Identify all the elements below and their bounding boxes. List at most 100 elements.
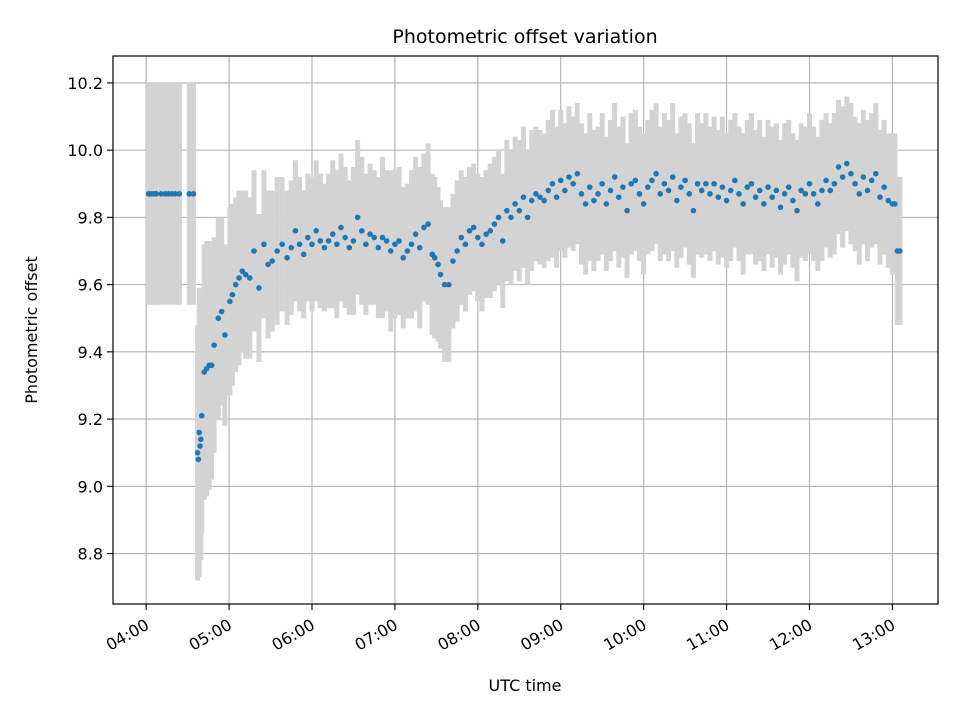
data-point — [578, 191, 585, 197]
data-point — [657, 191, 664, 197]
data-point — [748, 180, 755, 187]
data-point — [649, 177, 655, 184]
data-point — [227, 298, 233, 305]
data-point — [698, 187, 705, 194]
data-point — [450, 258, 456, 264]
data-point — [194, 449, 201, 456]
data-point — [296, 241, 303, 248]
data-point — [553, 194, 560, 201]
data-point — [740, 201, 746, 207]
data-point — [305, 234, 311, 241]
x-axis-title: UTC time — [489, 676, 562, 695]
data-point — [586, 184, 593, 190]
data-points — [145, 160, 903, 463]
data-point — [387, 248, 394, 254]
data-point — [814, 201, 821, 207]
data-point — [591, 197, 597, 204]
data-point — [367, 231, 373, 237]
data-point — [354, 214, 361, 221]
data-point — [342, 234, 348, 241]
data-point — [785, 184, 792, 190]
data-point — [325, 238, 332, 244]
data-point — [727, 187, 734, 194]
data-point — [545, 187, 552, 194]
data-point — [274, 248, 280, 254]
data-point — [877, 194, 883, 201]
data-point — [864, 187, 871, 194]
data-point — [549, 180, 556, 187]
data-point — [198, 436, 204, 443]
data-point — [897, 248, 903, 254]
data-point — [363, 241, 369, 248]
data-point — [309, 241, 315, 248]
data-point — [261, 241, 267, 248]
data-point — [860, 174, 867, 180]
data-point — [678, 184, 684, 190]
data-point — [208, 362, 215, 369]
data-point — [674, 197, 680, 204]
y-axis-title: Photometric offset — [22, 256, 41, 404]
data-point — [885, 197, 892, 204]
data-point — [300, 251, 307, 258]
data-point — [288, 244, 295, 251]
data-point — [615, 194, 622, 201]
data-point — [392, 241, 398, 248]
data-point — [852, 180, 858, 187]
data-point — [186, 191, 193, 197]
data-point — [172, 191, 178, 197]
data-point — [269, 258, 275, 264]
data-point — [229, 291, 236, 298]
data-point — [640, 201, 647, 207]
data-point — [256, 285, 262, 291]
data-point — [329, 231, 336, 237]
data-point — [520, 194, 527, 201]
data-point — [346, 244, 353, 251]
data-point — [466, 228, 473, 234]
data-point — [222, 332, 228, 338]
data-point — [317, 238, 324, 244]
data-point — [665, 187, 672, 194]
data-point — [292, 228, 299, 234]
data-point — [247, 275, 253, 281]
data-point — [431, 254, 438, 261]
data-point — [371, 234, 377, 241]
data-point — [873, 170, 879, 177]
data-point — [892, 201, 898, 207]
data-point — [624, 207, 630, 214]
data-point — [491, 221, 498, 227]
data-point — [835, 164, 842, 170]
data-point — [570, 180, 576, 187]
data-point — [195, 456, 202, 463]
data-point — [806, 180, 813, 187]
data-point — [620, 184, 626, 190]
data-point — [495, 214, 502, 221]
data-point — [437, 271, 444, 278]
data-point — [653, 170, 659, 177]
data-point — [744, 184, 751, 190]
data-point — [400, 254, 407, 261]
data-point — [408, 241, 415, 248]
data-point — [504, 207, 510, 214]
plot-frame — [112, 55, 939, 605]
data-point — [375, 244, 382, 251]
data-point — [211, 342, 217, 348]
data-point — [823, 177, 829, 184]
data-point — [769, 194, 775, 201]
data-point — [715, 194, 722, 201]
data-point — [765, 184, 771, 190]
data-point — [756, 187, 763, 194]
data-point — [574, 170, 581, 177]
data-point — [723, 197, 730, 204]
data-point — [819, 187, 825, 194]
data-point — [628, 180, 635, 187]
y-tick-label: 9.6 — [78, 276, 103, 295]
data-point — [404, 248, 411, 254]
data-point — [566, 174, 572, 180]
data-point — [454, 248, 460, 254]
data-point — [425, 221, 431, 227]
y-tick-label: 9.0 — [78, 477, 103, 496]
data-point — [338, 224, 344, 231]
data-point — [690, 207, 697, 214]
data-point — [682, 177, 688, 184]
